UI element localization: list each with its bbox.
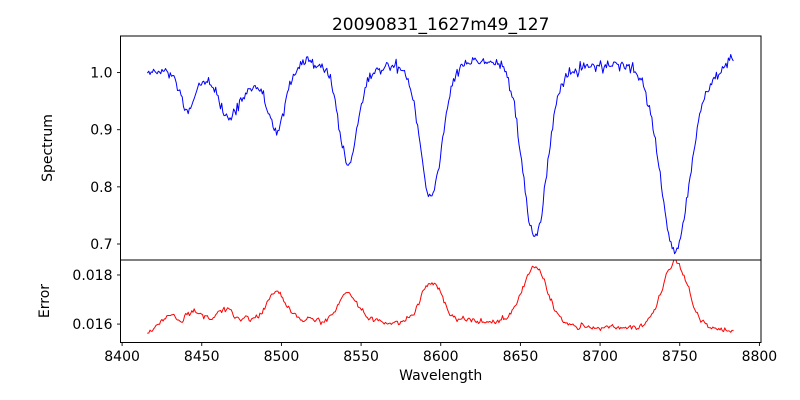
plot-title: 20090831_1627m49_127 (332, 15, 549, 35)
spectrum-line (147, 54, 734, 255)
wavelength-tick-label: 8750 (662, 349, 698, 365)
wavelength-tick-label: 8800 (742, 349, 778, 365)
wavelength-tick-label: 8600 (423, 349, 459, 365)
wavelength-axis-ticks: 8400 8450 8500 8550 8600 8650 8700 8750 8800 (104, 342, 778, 365)
spectrum-y-axis-label: Spectrum (40, 114, 56, 182)
wavelength-tick-label: 8400 (104, 349, 140, 365)
error-panel-frame (120, 259, 762, 343)
spectrum-axis-ticks: 0.7 0.8 0.9 1.0 (90, 66, 121, 253)
spectrum-y-tick-label: 1.0 (90, 66, 112, 82)
spectrum-y-tick-label: 0.8 (90, 180, 112, 196)
error-y-tick-label: 0.016 (72, 317, 112, 333)
wavelength-tick-label: 8500 (264, 349, 300, 365)
wavelength-tick-label: 8550 (343, 349, 379, 365)
spectrum-y-tick-label: 0.7 (90, 237, 112, 253)
wavelength-tick-label: 8450 (184, 349, 220, 365)
error-y-axis-label: Error (37, 284, 53, 318)
spectrum-panel-frame (120, 35, 762, 261)
wavelength-tick-label: 8700 (582, 349, 618, 365)
error-line (147, 260, 734, 334)
wavelength-tick-label: 8650 (503, 349, 539, 365)
x-axis-label: Wavelength (399, 368, 482, 384)
error-axis-ticks: 0.016 0.018 (72, 268, 121, 333)
spectrum-y-tick-label: 0.9 (90, 123, 112, 139)
error-y-tick-label: 0.018 (72, 268, 112, 284)
